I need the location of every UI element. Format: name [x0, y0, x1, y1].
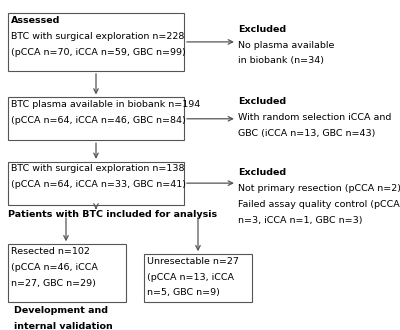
Text: BTC with surgical exploration n=228: BTC with surgical exploration n=228 — [11, 32, 184, 41]
Text: No plasma available: No plasma available — [238, 41, 334, 49]
Text: Development and: Development and — [14, 306, 108, 315]
Text: Failed assay quality control (pCCA: Failed assay quality control (pCCA — [238, 200, 400, 209]
Text: Excluded: Excluded — [238, 97, 286, 106]
Text: Resected n=102: Resected n=102 — [11, 247, 90, 256]
Text: (pCCA n=64, iCCA n=46, GBC n=84): (pCCA n=64, iCCA n=46, GBC n=84) — [11, 116, 186, 125]
FancyBboxPatch shape — [8, 97, 184, 140]
Text: n=3, iCCA n=1, GBC n=3): n=3, iCCA n=1, GBC n=3) — [238, 216, 362, 225]
Text: n=5, GBC n=9): n=5, GBC n=9) — [147, 288, 220, 297]
Text: Not primary resection (pCCA n=2): Not primary resection (pCCA n=2) — [238, 184, 400, 193]
Text: Unresectable n=27: Unresectable n=27 — [147, 257, 239, 266]
Text: (pCCA n=64, iCCA n=33, GBC n=41): (pCCA n=64, iCCA n=33, GBC n=41) — [11, 180, 186, 189]
Text: Patients with BTC included for analysis: Patients with BTC included for analysis — [8, 210, 217, 218]
Text: GBC (iCCA n=13, GBC n=43): GBC (iCCA n=13, GBC n=43) — [238, 129, 375, 138]
Text: BTC with surgical exploration n=138: BTC with surgical exploration n=138 — [11, 164, 185, 173]
Text: n=27, GBC n=29): n=27, GBC n=29) — [11, 279, 96, 287]
Text: With random selection iCCA and: With random selection iCCA and — [238, 113, 391, 122]
FancyBboxPatch shape — [8, 13, 184, 71]
Text: in biobank (n=34): in biobank (n=34) — [238, 56, 324, 65]
Text: (pCCA n=13, iCCA: (pCCA n=13, iCCA — [147, 273, 234, 281]
Text: BTC plasma available in biobank n=194: BTC plasma available in biobank n=194 — [11, 100, 200, 109]
FancyBboxPatch shape — [144, 254, 252, 302]
Text: Excluded: Excluded — [238, 25, 286, 34]
Text: (pCCA n=46, iCCA: (pCCA n=46, iCCA — [11, 263, 98, 272]
Text: Excluded: Excluded — [238, 168, 286, 177]
FancyBboxPatch shape — [8, 162, 184, 205]
Text: internal validation: internal validation — [14, 322, 113, 330]
Text: Assessed: Assessed — [11, 16, 60, 25]
Text: (pCCA n=70, iCCA n=59, GBC n=99): (pCCA n=70, iCCA n=59, GBC n=99) — [11, 48, 186, 56]
FancyBboxPatch shape — [8, 244, 126, 302]
